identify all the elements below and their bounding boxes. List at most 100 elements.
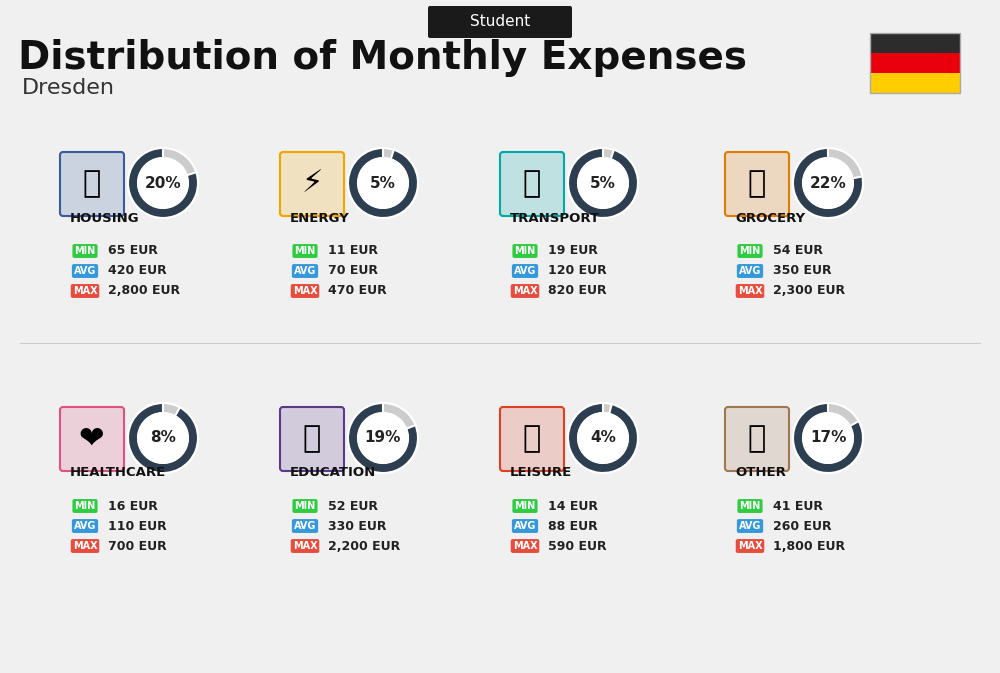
Text: 120 EUR: 120 EUR — [548, 264, 607, 277]
Wedge shape — [348, 403, 418, 473]
FancyBboxPatch shape — [870, 73, 960, 93]
Text: MIN: MIN — [514, 501, 536, 511]
Wedge shape — [348, 403, 418, 473]
Text: 41 EUR: 41 EUR — [773, 499, 823, 513]
Text: HEALTHCARE: HEALTHCARE — [70, 466, 166, 479]
Text: 260 EUR: 260 EUR — [773, 520, 832, 532]
Text: AVG: AVG — [74, 521, 96, 531]
Text: MIN: MIN — [74, 501, 96, 511]
Text: 2,800 EUR: 2,800 EUR — [108, 285, 180, 297]
FancyBboxPatch shape — [60, 152, 124, 216]
Text: Student: Student — [470, 15, 530, 30]
Text: HOUSING: HOUSING — [70, 211, 140, 225]
Text: 🎓: 🎓 — [303, 425, 321, 454]
Text: 2,200 EUR: 2,200 EUR — [328, 540, 400, 553]
Text: 590 EUR: 590 EUR — [548, 540, 607, 553]
Text: 2,300 EUR: 2,300 EUR — [773, 285, 845, 297]
Text: 👜: 👜 — [748, 425, 766, 454]
Text: 🛒: 🛒 — [748, 170, 766, 199]
Text: AVG: AVG — [514, 521, 536, 531]
Circle shape — [358, 158, 408, 208]
Text: MAX: MAX — [513, 286, 537, 296]
Text: AVG: AVG — [294, 521, 316, 531]
Text: 65 EUR: 65 EUR — [108, 244, 158, 258]
Text: Dresden: Dresden — [22, 78, 115, 98]
Text: Distribution of Monthly Expenses: Distribution of Monthly Expenses — [18, 39, 747, 77]
Text: MAX: MAX — [738, 286, 762, 296]
Text: 70 EUR: 70 EUR — [328, 264, 378, 277]
Wedge shape — [128, 403, 198, 473]
FancyBboxPatch shape — [60, 407, 124, 471]
Text: MAX: MAX — [513, 541, 537, 551]
Text: 🚌: 🚌 — [523, 170, 541, 199]
Text: 5%: 5% — [590, 176, 616, 190]
Text: MIN: MIN — [514, 246, 536, 256]
Text: OTHER: OTHER — [735, 466, 786, 479]
Text: 16 EUR: 16 EUR — [108, 499, 158, 513]
Text: MAX: MAX — [73, 541, 97, 551]
Text: TRANSPORT: TRANSPORT — [510, 211, 600, 225]
FancyBboxPatch shape — [280, 407, 344, 471]
Wedge shape — [568, 148, 638, 218]
Wedge shape — [793, 403, 863, 473]
Text: MIN: MIN — [74, 246, 96, 256]
Text: 820 EUR: 820 EUR — [548, 285, 607, 297]
Text: AVG: AVG — [294, 266, 316, 276]
Circle shape — [803, 413, 853, 463]
Circle shape — [138, 413, 188, 463]
Text: AVG: AVG — [739, 266, 761, 276]
Text: 14 EUR: 14 EUR — [548, 499, 598, 513]
Wedge shape — [128, 148, 198, 218]
FancyBboxPatch shape — [428, 6, 572, 38]
Circle shape — [578, 413, 628, 463]
Text: MAX: MAX — [293, 286, 317, 296]
Text: 350 EUR: 350 EUR — [773, 264, 832, 277]
Wedge shape — [568, 403, 638, 473]
Text: ❤️: ❤️ — [79, 425, 105, 454]
Text: 🛍️: 🛍️ — [523, 425, 541, 454]
Text: LEISURE: LEISURE — [510, 466, 572, 479]
Wedge shape — [348, 148, 418, 218]
Text: 4%: 4% — [590, 431, 616, 446]
Text: 11 EUR: 11 EUR — [328, 244, 378, 258]
FancyBboxPatch shape — [500, 407, 564, 471]
Text: 700 EUR: 700 EUR — [108, 540, 167, 553]
Text: 19%: 19% — [365, 431, 401, 446]
Text: MAX: MAX — [293, 541, 317, 551]
FancyBboxPatch shape — [870, 33, 960, 53]
Text: MAX: MAX — [73, 286, 97, 296]
Text: 88 EUR: 88 EUR — [548, 520, 598, 532]
Text: MIN: MIN — [294, 246, 316, 256]
Text: 22%: 22% — [810, 176, 846, 190]
Text: ENERGY: ENERGY — [290, 211, 350, 225]
Text: ⚡: ⚡ — [301, 170, 323, 199]
FancyBboxPatch shape — [500, 152, 564, 216]
Text: AVG: AVG — [74, 266, 96, 276]
Text: 1,800 EUR: 1,800 EUR — [773, 540, 845, 553]
Text: MIN: MIN — [739, 246, 761, 256]
Text: AVG: AVG — [514, 266, 536, 276]
Text: 8%: 8% — [150, 431, 176, 446]
Wedge shape — [793, 403, 863, 473]
Circle shape — [138, 158, 188, 208]
Circle shape — [578, 158, 628, 208]
Circle shape — [803, 158, 853, 208]
Text: 52 EUR: 52 EUR — [328, 499, 378, 513]
FancyBboxPatch shape — [725, 407, 789, 471]
Text: MAX: MAX — [738, 541, 762, 551]
FancyBboxPatch shape — [725, 152, 789, 216]
Wedge shape — [568, 148, 638, 218]
Text: 5%: 5% — [370, 176, 396, 190]
Wedge shape — [793, 148, 863, 218]
Wedge shape — [128, 148, 198, 218]
Wedge shape — [793, 148, 863, 218]
Text: 17%: 17% — [810, 431, 846, 446]
Text: 470 EUR: 470 EUR — [328, 285, 387, 297]
Text: 54 EUR: 54 EUR — [773, 244, 823, 258]
Text: 420 EUR: 420 EUR — [108, 264, 167, 277]
Text: MIN: MIN — [294, 501, 316, 511]
Wedge shape — [128, 403, 198, 473]
Text: 19 EUR: 19 EUR — [548, 244, 598, 258]
Text: 330 EUR: 330 EUR — [328, 520, 386, 532]
Text: 🏢: 🏢 — [83, 170, 101, 199]
